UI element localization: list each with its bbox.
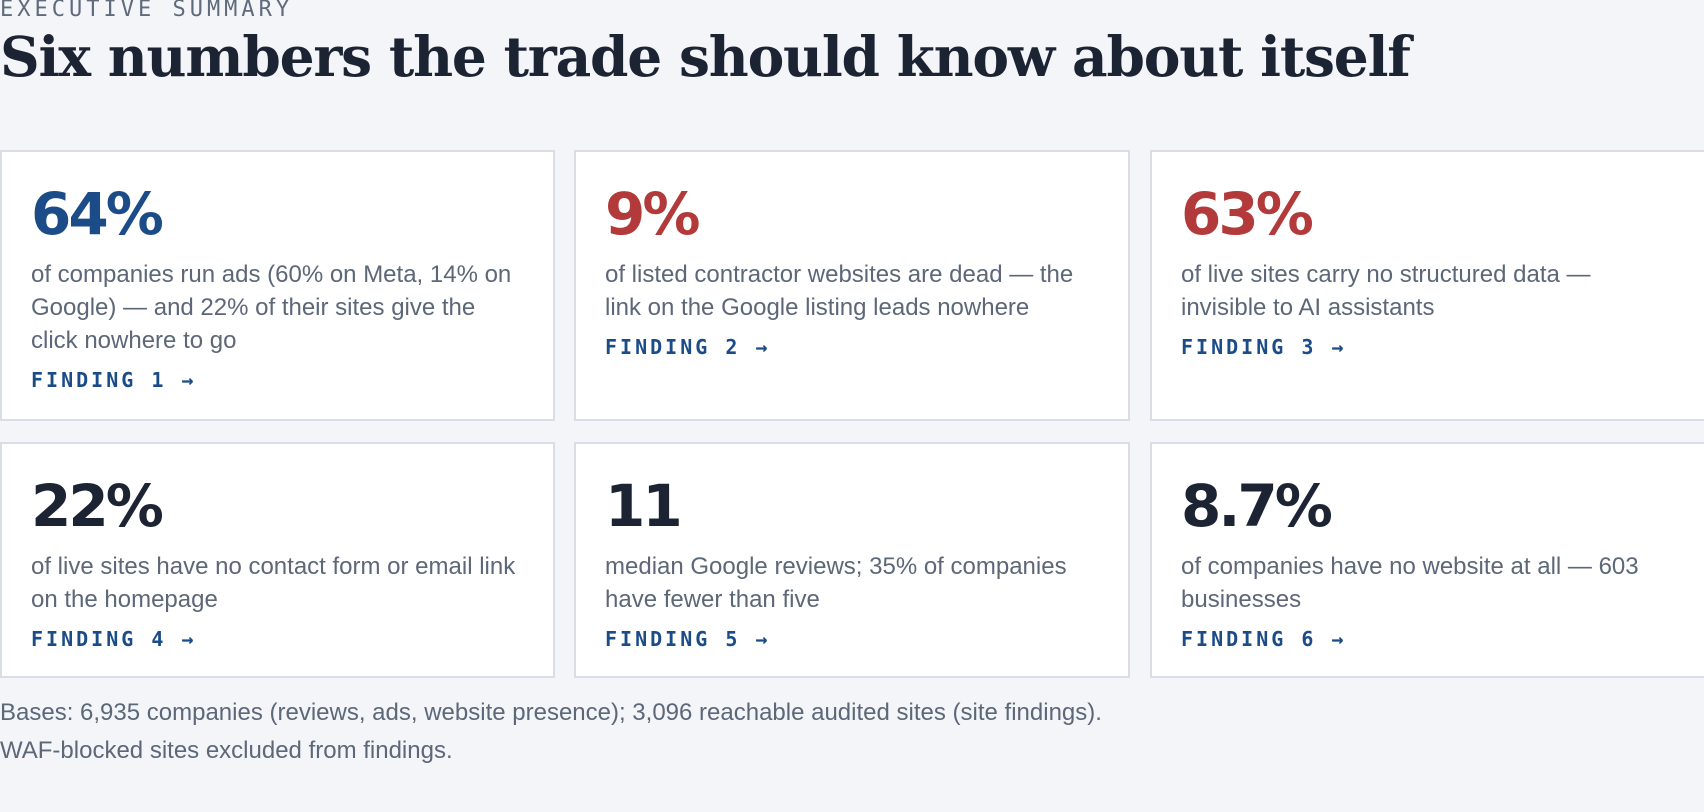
finding-3-link[interactable]: FINDING 3 →	[1181, 335, 1347, 359]
finding-4-link[interactable]: FINDING 4 →	[31, 627, 197, 651]
stat-card-1: 64% of companies run ads (60% on Meta, 1…	[0, 150, 555, 421]
stat-description: of listed contractor websites are dead —…	[605, 261, 1074, 321]
stat-description: of companies have no website at all — 60…	[1181, 553, 1639, 613]
stat-card-4: 22% of live sites have no contact form o…	[0, 442, 555, 678]
finding-6-link[interactable]: FINDING 6 →	[1181, 627, 1347, 651]
stat-value: 22%	[31, 472, 164, 540]
stat-value: 64%	[31, 180, 164, 248]
stat-description: median Google reviews; 35% of companies …	[605, 553, 1067, 613]
finding-5-link[interactable]: FINDING 5 →	[605, 627, 771, 651]
stat-description: of companies run ads (60% on Meta, 14% o…	[31, 261, 512, 354]
findings-grid: 64% of companies run ads (60% on Meta, 1…	[0, 150, 1704, 678]
eyebrow-label: EXECUTIVE SUMMARY	[0, 0, 294, 22]
stat-card-6: 8.7% of companies have no website at all…	[1150, 442, 1704, 678]
stat-card-5: 11 median Google reviews; 35% of compani…	[574, 442, 1130, 678]
page-title: Six numbers the trade should know about …	[0, 24, 1411, 89]
stat-card-3: 63% of live sites carry no structured da…	[1150, 150, 1704, 421]
finding-1-link[interactable]: FINDING 1 →	[31, 368, 197, 392]
stat-description: of live sites have no contact form or em…	[31, 553, 516, 613]
stat-value: 11	[605, 472, 683, 540]
stat-value: 63%	[1181, 180, 1314, 248]
stat-description: of live sites carry no structured data —…	[1181, 261, 1591, 321]
finding-2-link[interactable]: FINDING 2 →	[605, 335, 771, 359]
stat-value: 8.7%	[1181, 472, 1333, 540]
stat-value: 9%	[605, 180, 700, 248]
stat-card-2: 9% of listed contractor websites are dea…	[574, 150, 1130, 421]
bases-footnote: Bases: 6,935 companies (reviews, ads, we…	[0, 699, 1102, 764]
